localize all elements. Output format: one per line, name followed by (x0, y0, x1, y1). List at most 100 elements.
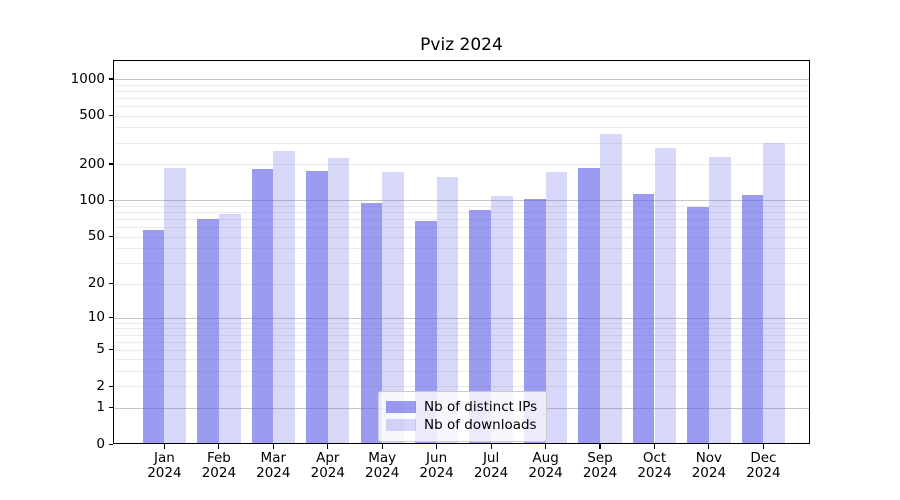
x-tick-mark (436, 444, 438, 449)
bar-oct-distinct-ips (632, 194, 655, 444)
x-tick-label: Oct 2024 (637, 450, 672, 481)
y-tick-mark (109, 317, 113, 319)
legend-swatch-downloads (386, 419, 416, 431)
x-tick-label: Dec 2024 (746, 450, 781, 481)
bar-jul-downloads (491, 196, 513, 444)
gridline-minor (114, 106, 809, 107)
y-tick-mark (109, 78, 113, 80)
x-tick-label: Jun 2024 (419, 450, 454, 481)
x-tick-label: Sep 2024 (582, 450, 618, 481)
gridline-minor (114, 371, 809, 373)
bar-aug-distinct-ips (523, 198, 546, 444)
bar-may-distinct-ips (360, 202, 383, 444)
bar-mar-downloads (273, 151, 295, 444)
x-tick-mark (218, 444, 220, 449)
x-tick-mark (762, 444, 764, 449)
gridline-minor (114, 227, 809, 228)
y-tick-label: 20 (87, 275, 105, 291)
y-tick-label: 10 (87, 309, 105, 326)
gridline-major (114, 79, 809, 80)
bar-mar-distinct-ips (251, 169, 274, 444)
x-tick-mark (163, 444, 165, 449)
gridline-minor (114, 127, 809, 129)
x-tick-mark (272, 444, 274, 449)
gridline-minor (114, 334, 809, 336)
bar-may-downloads (382, 171, 404, 444)
bar-nov-distinct-ips (687, 206, 709, 444)
gridline-minor (114, 283, 809, 285)
y-tick-label: 2 (96, 377, 105, 394)
bar-jan-downloads (164, 168, 187, 444)
x-tick-label: Apr 2024 (310, 450, 345, 481)
legend-label-distinct-ips: Nb of distinct IPs (424, 399, 538, 415)
x-tick-mark (327, 444, 329, 449)
gridline-minor (114, 349, 809, 351)
y-tick-label: 1 (96, 399, 105, 416)
bar-jun-distinct-ips (414, 221, 437, 444)
bar-jun-downloads (436, 177, 459, 444)
legend-entry-downloads: Nb of downloads (386, 417, 537, 433)
bar-sep-downloads (600, 133, 622, 444)
x-tick-mark (653, 444, 656, 449)
bar-apr-distinct-ips (306, 171, 328, 444)
gridline-minor (114, 359, 809, 361)
y-tick-mark (109, 385, 113, 387)
gridline-minor (114, 236, 809, 238)
gridline-minor (114, 212, 809, 213)
bar-jan-distinct-ips (142, 229, 165, 444)
y-tick-label: 100 (79, 191, 105, 208)
gridline-minor (114, 341, 809, 343)
bar-feb-downloads (218, 214, 241, 444)
chart-title: Pviz 2024 (420, 35, 503, 55)
x-tick-label: Jan 2024 (147, 450, 182, 481)
y-tick-mark (109, 235, 113, 238)
bar-feb-distinct-ips (197, 219, 219, 444)
y-tick-label: 5 (96, 341, 105, 358)
bar-dec-downloads (763, 142, 786, 444)
x-tick-label: Mar 2024 (256, 450, 291, 481)
bar-jul-distinct-ips (469, 209, 492, 444)
legend-label-downloads: Nb of downloads (424, 417, 537, 433)
gridline-minor (114, 90, 809, 92)
y-tick-mark (109, 199, 113, 201)
legend: Nb of distinct IPs Nb of downloads (378, 391, 548, 442)
gridline-minor (114, 322, 809, 324)
gridline-minor (114, 386, 809, 388)
bar-sep-distinct-ips (578, 167, 600, 444)
gridline-minor (114, 262, 809, 264)
y-tick-mark (109, 443, 113, 446)
gridline-minor (114, 248, 809, 250)
gridline-minor (114, 97, 809, 99)
y-tick-label: 500 (79, 107, 105, 124)
y-tick-label: 50 (87, 228, 105, 244)
gridline-minor (114, 115, 809, 117)
legend-swatch-distinct-ips (386, 401, 416, 413)
x-tick-mark (490, 444, 492, 449)
gridline-major (114, 200, 809, 202)
gridline-minor (114, 219, 809, 220)
x-tick-label: May 2024 (365, 450, 400, 481)
y-tick-mark (109, 163, 113, 165)
gridline-minor (114, 328, 809, 330)
x-tick-mark (599, 444, 601, 449)
y-tick-mark (109, 282, 113, 285)
x-tick-label: Jul 2024 (473, 450, 509, 481)
bar-aug-downloads (545, 172, 568, 444)
gridline-minor (114, 164, 809, 165)
y-tick-label: 1000 (70, 70, 105, 87)
bar-apr-downloads (327, 158, 350, 444)
bar-nov-downloads (708, 157, 731, 444)
x-tick-label: Nov 2024 (691, 450, 727, 481)
bar-dec-distinct-ips (741, 194, 764, 444)
x-tick-mark (545, 444, 547, 449)
bar-oct-downloads (654, 148, 677, 444)
gridline-major (114, 317, 809, 319)
plot-area (113, 60, 810, 444)
x-tick-mark (381, 444, 383, 449)
gridline-minor (114, 142, 809, 144)
x-tick-label: Feb 2024 (201, 450, 237, 481)
gridline-minor (114, 84, 809, 86)
y-tick-mark (109, 407, 113, 409)
y-tick-mark (109, 115, 113, 117)
